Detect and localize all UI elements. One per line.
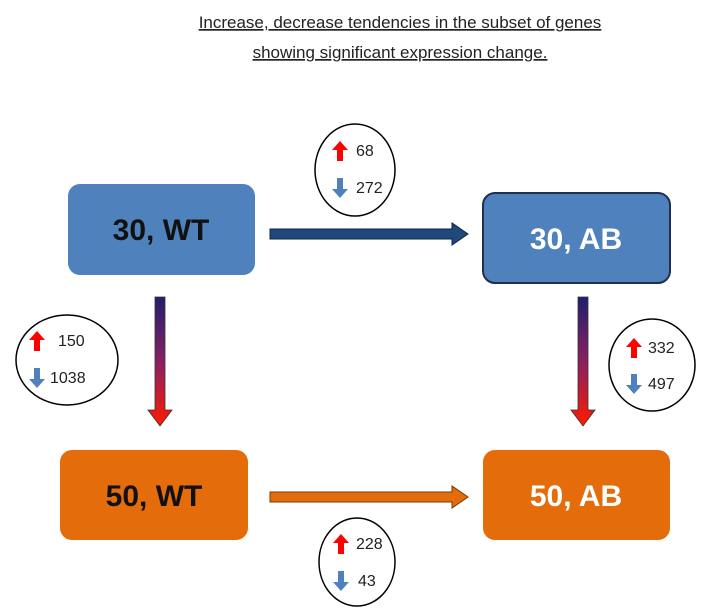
down-count: 497	[648, 376, 675, 393]
node-label: 30, AB	[530, 223, 622, 256]
node-box	[483, 450, 670, 540]
node-label: 50, WT	[106, 480, 203, 513]
node-label: 30, WT	[113, 214, 210, 247]
arrow	[570, 296, 596, 427]
arrow	[269, 485, 469, 509]
up-count: 332	[648, 340, 675, 357]
down-count: 272	[356, 180, 383, 197]
node-box	[482, 192, 671, 284]
down-count: 43	[358, 573, 376, 590]
count-bubble: 228 43	[318, 517, 396, 607]
node-label: 50, AB	[530, 480, 622, 513]
arrow	[147, 296, 173, 427]
node-box	[60, 450, 248, 540]
count-bubble: 68 272	[314, 123, 396, 217]
arrow	[269, 222, 469, 246]
down-count: 1038	[50, 370, 86, 387]
title-line: Increase, decrease tendencies in the sub…	[199, 13, 602, 32]
title-line: showing significant expression change.	[253, 43, 548, 62]
up-count: 228	[356, 536, 383, 553]
up-count: 150	[58, 333, 85, 350]
count-bubble: 332 497	[608, 318, 696, 412]
node-box	[68, 184, 255, 275]
count-bubble: 150 1038	[15, 314, 119, 406]
up-count: 68	[356, 143, 374, 160]
